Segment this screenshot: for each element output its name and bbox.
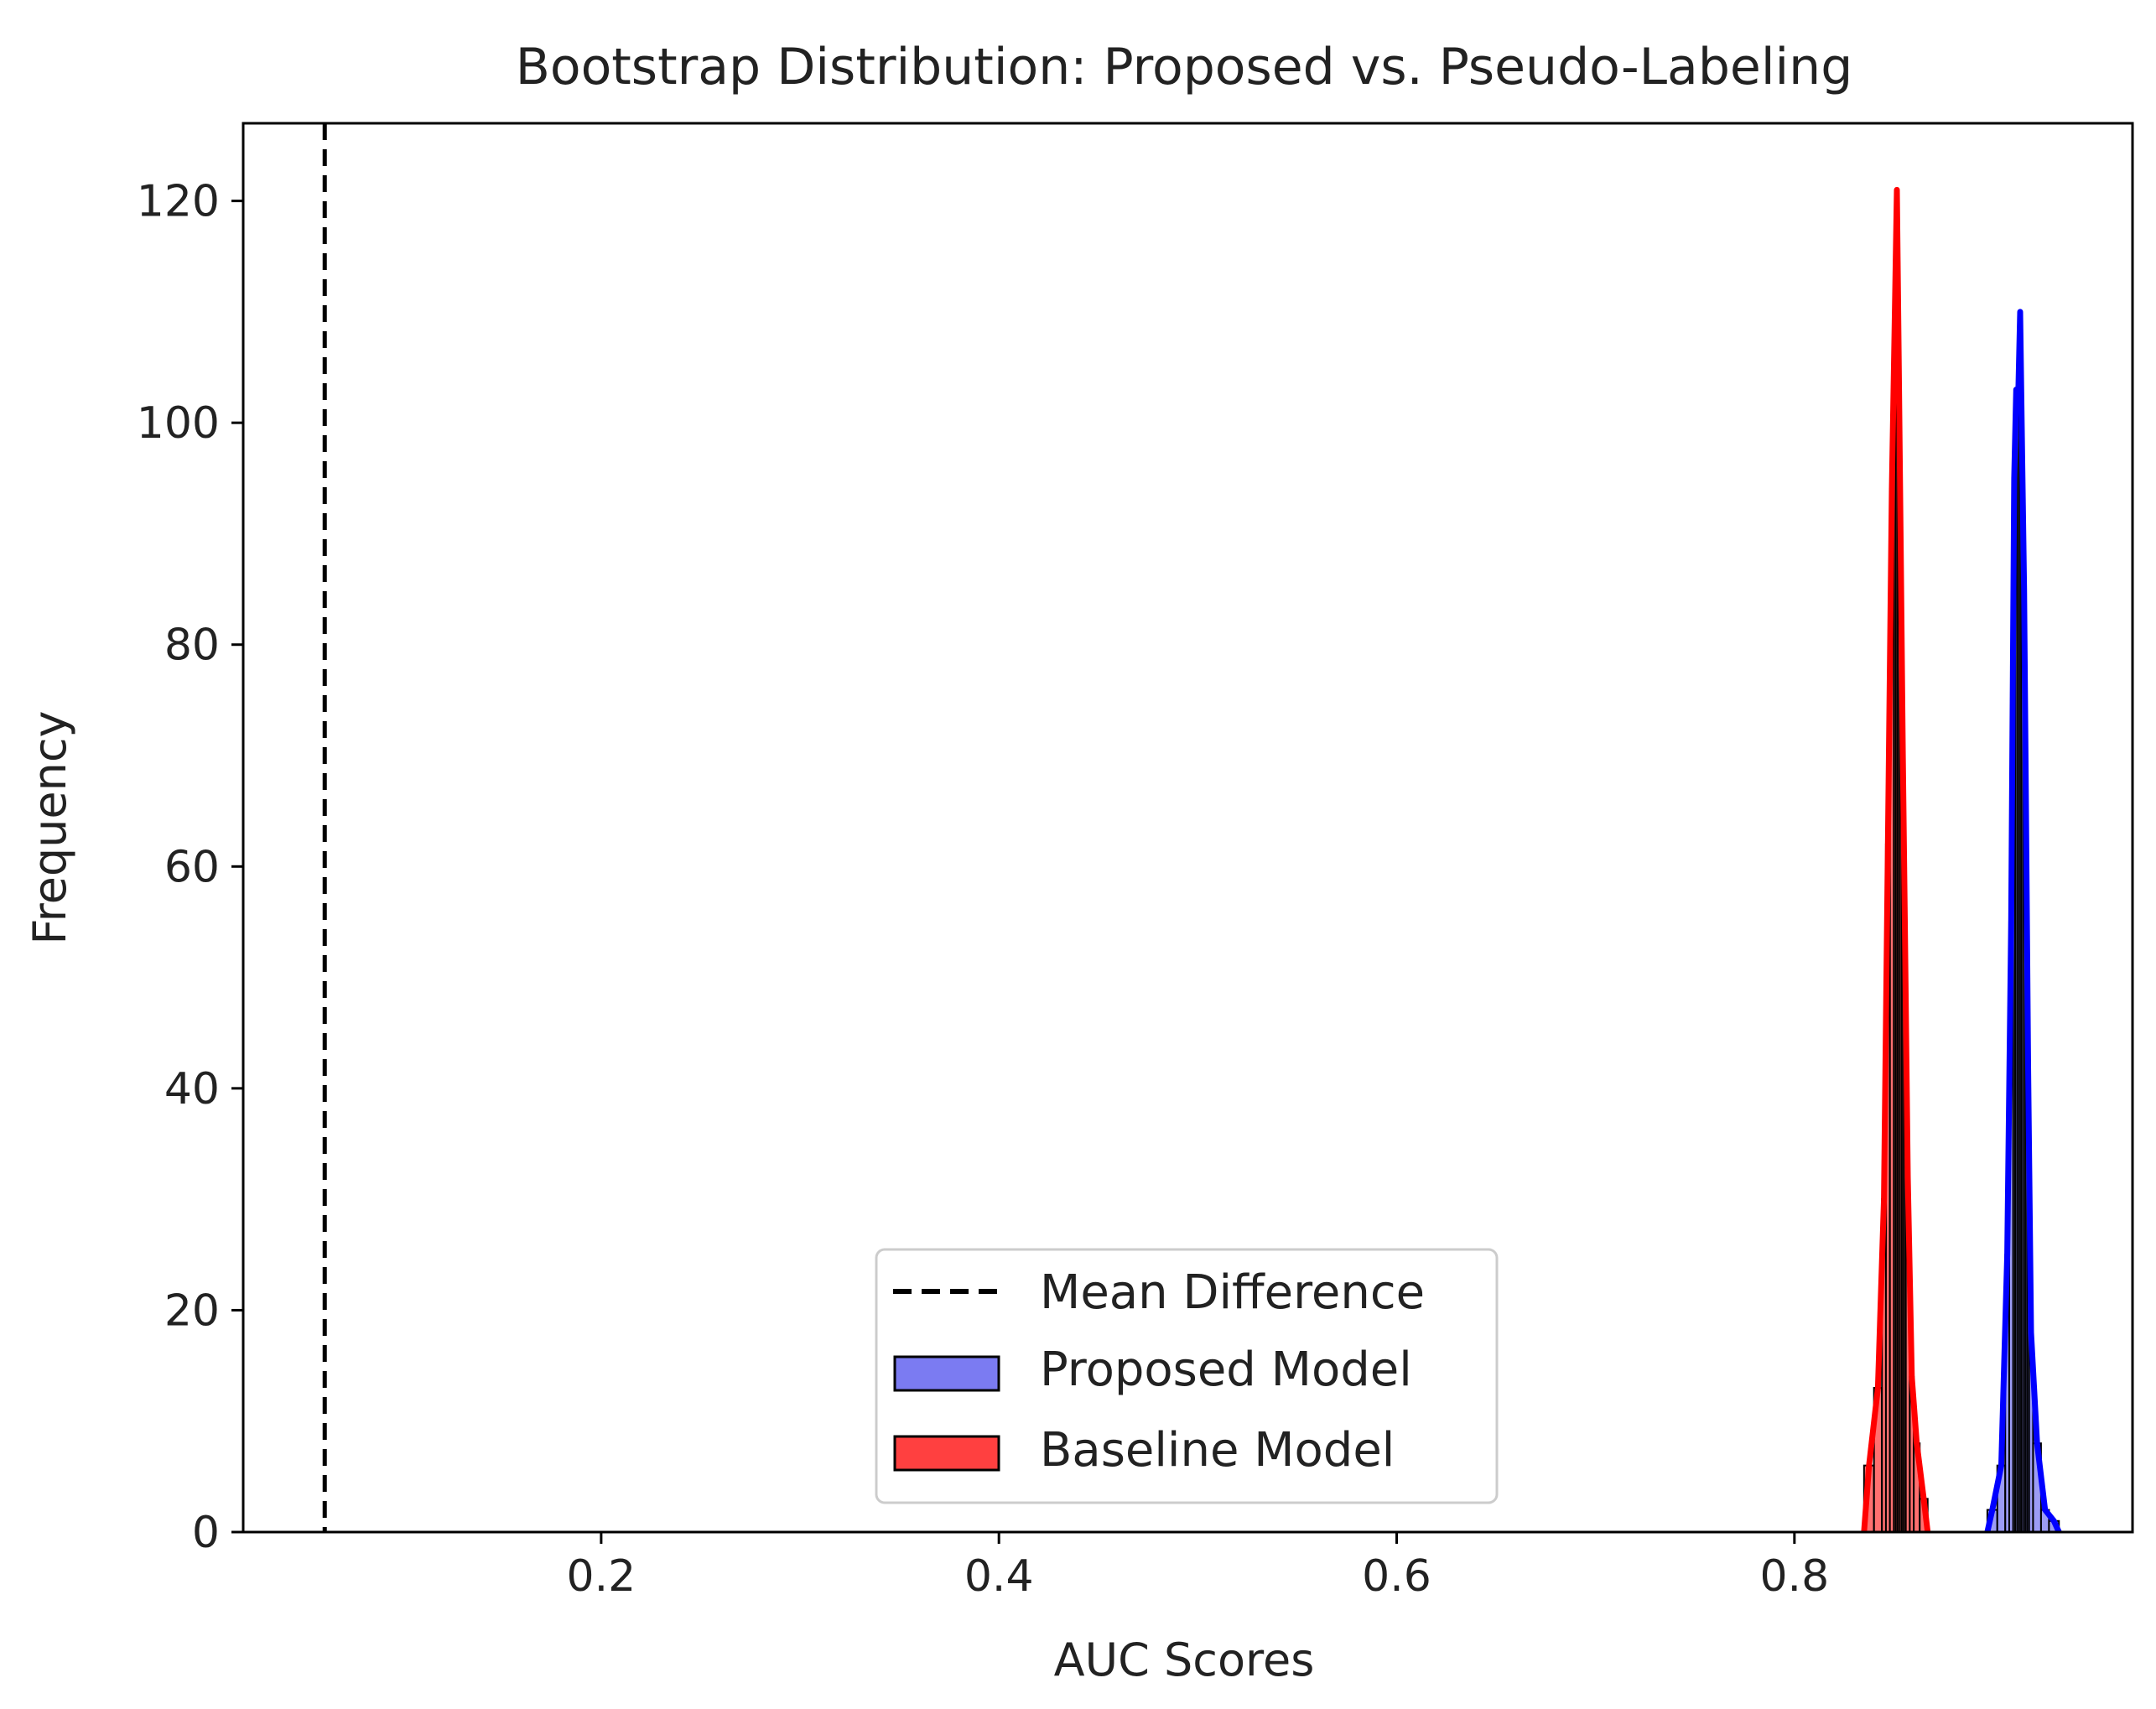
y-tick-label: 0 bbox=[192, 1508, 220, 1558]
x-tick-label: 0.6 bbox=[1362, 1551, 1431, 1602]
y-tick-label: 120 bbox=[137, 177, 220, 227]
y-tick-label: 60 bbox=[164, 842, 220, 892]
legend-label-proposed-model: Proposed Model bbox=[1040, 1343, 1412, 1397]
x-tick-label: 0.4 bbox=[964, 1551, 1034, 1602]
legend: Mean Difference Proposed Model Baseline … bbox=[875, 1248, 1499, 1504]
plot-area bbox=[242, 122, 2134, 1534]
legend-patch-baseline bbox=[893, 1435, 1000, 1472]
y-tick-label: 40 bbox=[164, 1064, 220, 1114]
legend-label-mean-difference: Mean Difference bbox=[1040, 1265, 1425, 1320]
x-tick-label: 0.8 bbox=[1759, 1551, 1829, 1602]
x-axis: 0.2 0.4 0.6 0.8 bbox=[567, 1532, 1829, 1602]
chart-title: Bootstrap Distribution: Proposed vs. Pse… bbox=[516, 38, 1853, 96]
y-tick-label: 20 bbox=[164, 1286, 220, 1336]
x-tick-label: 0.2 bbox=[567, 1551, 636, 1602]
y-tick-label: 80 bbox=[164, 621, 220, 671]
proposed-model-density-curve bbox=[1984, 309, 2062, 1534]
plot-frame bbox=[242, 122, 2134, 1534]
legend-label-baseline-model: Baseline Model bbox=[1040, 1423, 1395, 1478]
legend-frame bbox=[875, 1248, 1499, 1504]
legend-patch-proposed bbox=[893, 1355, 1000, 1392]
baseline-model-density-curve bbox=[1861, 186, 1931, 1533]
y-axis: 0 20 40 60 80 100 120 bbox=[137, 177, 243, 1558]
y-tick-label: 100 bbox=[137, 398, 220, 449]
y-axis-label: Frequency bbox=[23, 711, 76, 945]
x-axis-label: AUC Scores bbox=[1054, 1634, 1315, 1686]
